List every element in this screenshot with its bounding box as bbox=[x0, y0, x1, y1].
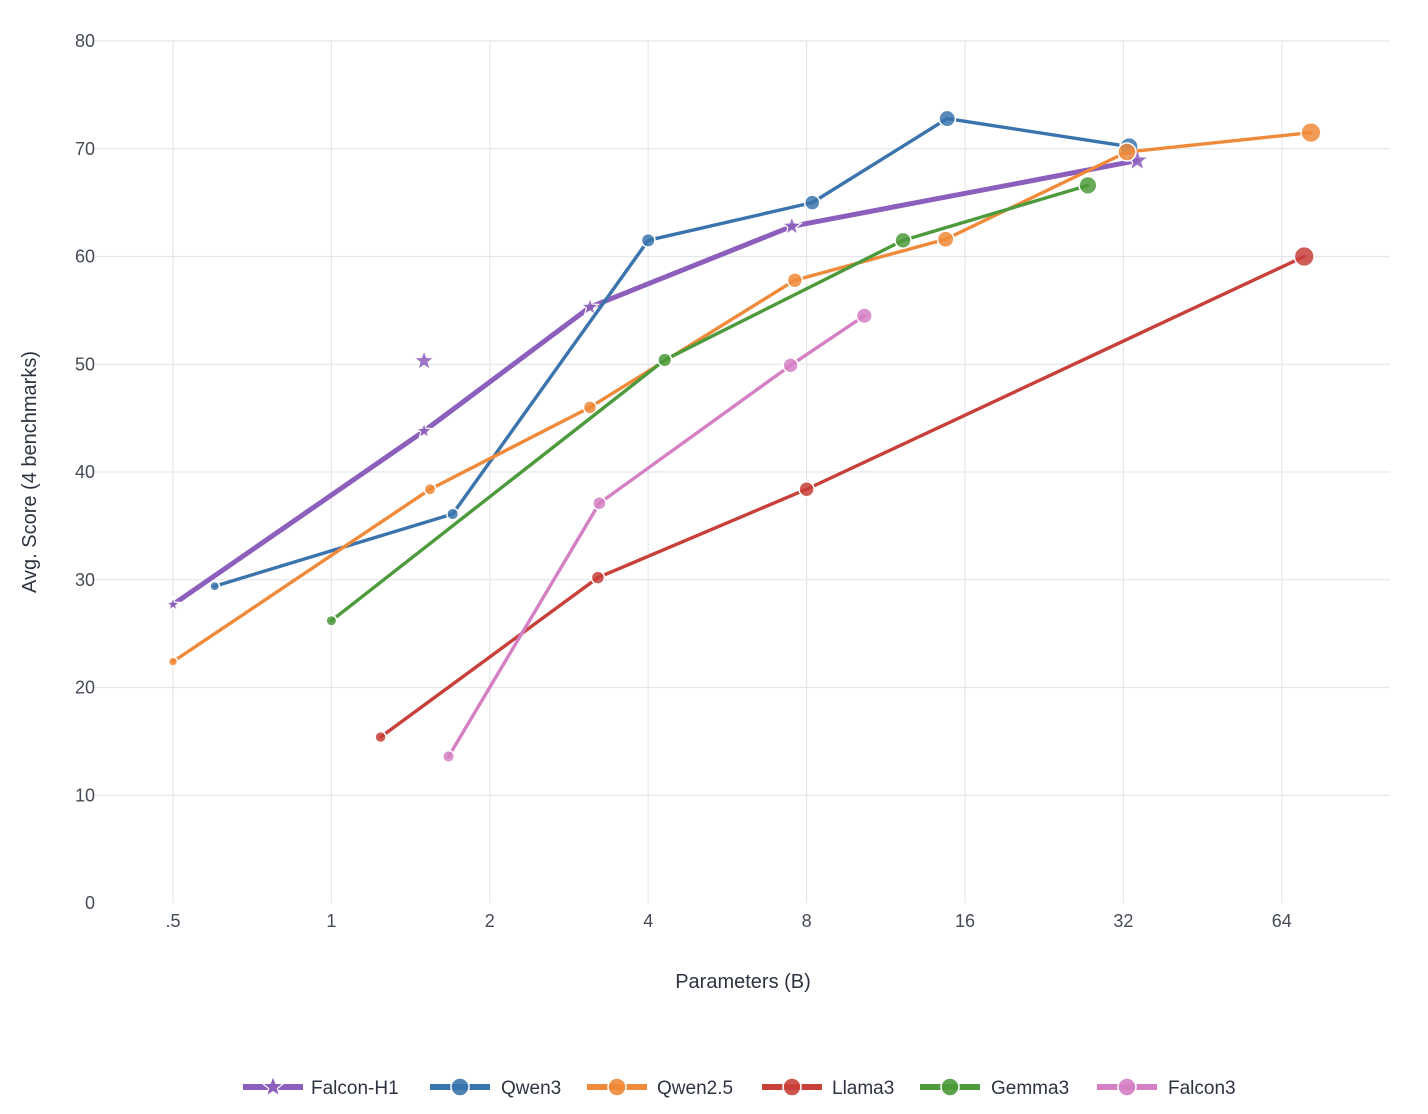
data-point-falcon-h1 bbox=[414, 421, 434, 440]
legend-circle-icon bbox=[940, 1077, 960, 1097]
legend-item-falcon-h1[interactable]: Falcon-H1 bbox=[243, 1074, 399, 1099]
legend-item-qwen3[interactable]: Qwen3 bbox=[430, 1077, 561, 1099]
y-tick-label: 40 bbox=[75, 462, 95, 482]
series-line-gemma3 bbox=[329, 183, 1090, 623]
legend-circle-icon bbox=[1117, 1077, 1137, 1097]
series-llama3 bbox=[374, 245, 1315, 744]
data-point-qwen3 bbox=[640, 232, 656, 248]
legend-circle-icon bbox=[607, 1077, 627, 1097]
data-point-qwen2-5 bbox=[1300, 121, 1322, 144]
data-point-llama3 bbox=[374, 730, 387, 744]
x-tick-label: 1 bbox=[326, 911, 336, 931]
legend-item-falcon3[interactable]: Falcon3 bbox=[1097, 1077, 1236, 1099]
x-axis-title: Parameters (B) bbox=[675, 971, 811, 993]
x-tick-label: 16 bbox=[955, 911, 975, 931]
legend-circle-icon bbox=[450, 1077, 470, 1097]
legend-label: Qwen3 bbox=[501, 1078, 561, 1099]
series-line-falcon-h1 bbox=[170, 158, 1140, 608]
series-qwen2-5 bbox=[167, 121, 1322, 667]
data-point-qwen3 bbox=[209, 580, 221, 592]
legend[interactable]: Falcon-H1 Qwen3 Qwen2.5 Llama3 Gemma3 Falcon3 bbox=[243, 1074, 1236, 1099]
x-tick-label: 2 bbox=[485, 911, 495, 931]
data-point-llama3 bbox=[1293, 245, 1315, 268]
data-point-qwen2-5 bbox=[423, 482, 437, 496]
legend-label: Falcon-H1 bbox=[311, 1078, 399, 1099]
series-line-llama3 bbox=[378, 254, 1306, 739]
y-tick-label: 0 bbox=[85, 893, 95, 913]
data-point-falcon-h1 bbox=[780, 214, 803, 236]
data-point-falcon-h1 bbox=[412, 348, 436, 371]
legend-item-llama3[interactable]: Llama3 bbox=[762, 1077, 894, 1099]
data-point-gemma3 bbox=[894, 231, 912, 250]
legend-label: Qwen2.5 bbox=[657, 1078, 733, 1099]
x-tick-label: .5 bbox=[165, 911, 180, 931]
x-tick-label: 8 bbox=[802, 911, 812, 931]
data-point-qwen2-5 bbox=[936, 230, 955, 249]
data-point-qwen2-5 bbox=[1117, 142, 1137, 162]
data-point-falcon3 bbox=[592, 495, 607, 511]
legend-label: Gemma3 bbox=[991, 1078, 1069, 1099]
x-tick-label: 4 bbox=[643, 911, 653, 931]
legend-star-icon bbox=[260, 1074, 286, 1098]
series-lines bbox=[164, 109, 1322, 764]
y-axis-title: Avg. Score (4 benchmarks) bbox=[19, 351, 41, 593]
series-line-qwen3 bbox=[212, 116, 1131, 588]
data-point-gemma3 bbox=[325, 614, 338, 627]
series-falcon3 bbox=[442, 307, 873, 764]
series-qwen3 bbox=[209, 109, 1139, 592]
data-point-llama3 bbox=[798, 480, 815, 498]
series-line-falcon3 bbox=[446, 314, 867, 759]
y-tick-label: 60 bbox=[75, 247, 95, 267]
data-point-falcon-h1 bbox=[579, 296, 601, 316]
legend-item-qwen2-5[interactable]: Qwen2.5 bbox=[587, 1077, 733, 1099]
data-point-falcon3 bbox=[782, 357, 799, 374]
y-tick-label: 80 bbox=[75, 31, 95, 51]
series-gemma3 bbox=[325, 175, 1098, 627]
data-point-qwen2-5 bbox=[786, 272, 804, 289]
data-point-falcon-h1 bbox=[164, 595, 182, 612]
data-point-qwen3 bbox=[938, 109, 957, 128]
x-tick-label: 64 bbox=[1272, 911, 1292, 931]
data-point-qwen3 bbox=[803, 194, 821, 211]
y-tick-label: 70 bbox=[75, 139, 95, 159]
data-point-falcon3 bbox=[855, 307, 873, 325]
legend-label: Llama3 bbox=[832, 1078, 894, 1099]
legend-circle-icon bbox=[782, 1077, 802, 1097]
data-point-gemma3 bbox=[657, 352, 673, 368]
y-tick-label: 10 bbox=[75, 785, 95, 805]
data-point-llama3 bbox=[590, 570, 606, 585]
axes: .5 1 2 4 8 16 32 64 0 10 20 30 40 50 60 70 80 Parameters … bbox=[19, 31, 1292, 993]
data-point-gemma3 bbox=[1078, 175, 1098, 195]
legend-item-gemma3[interactable]: Gemma3 bbox=[920, 1077, 1069, 1099]
y-tick-label: 20 bbox=[75, 678, 95, 698]
y-tick-label: 50 bbox=[75, 354, 95, 374]
data-point-qwen3 bbox=[446, 507, 460, 521]
grid bbox=[95, 40, 1390, 903]
data-point-qwen2-5 bbox=[167, 656, 179, 667]
x-tick-label: 32 bbox=[1113, 911, 1133, 931]
series-line-qwen2-5 bbox=[171, 130, 1313, 664]
legend-label: Falcon3 bbox=[1168, 1078, 1236, 1099]
y-tick-label: 30 bbox=[75, 570, 95, 590]
data-point-qwen2-5 bbox=[582, 400, 598, 415]
series-falcon-h1 bbox=[164, 147, 1150, 612]
data-point-falcon3 bbox=[442, 749, 456, 764]
